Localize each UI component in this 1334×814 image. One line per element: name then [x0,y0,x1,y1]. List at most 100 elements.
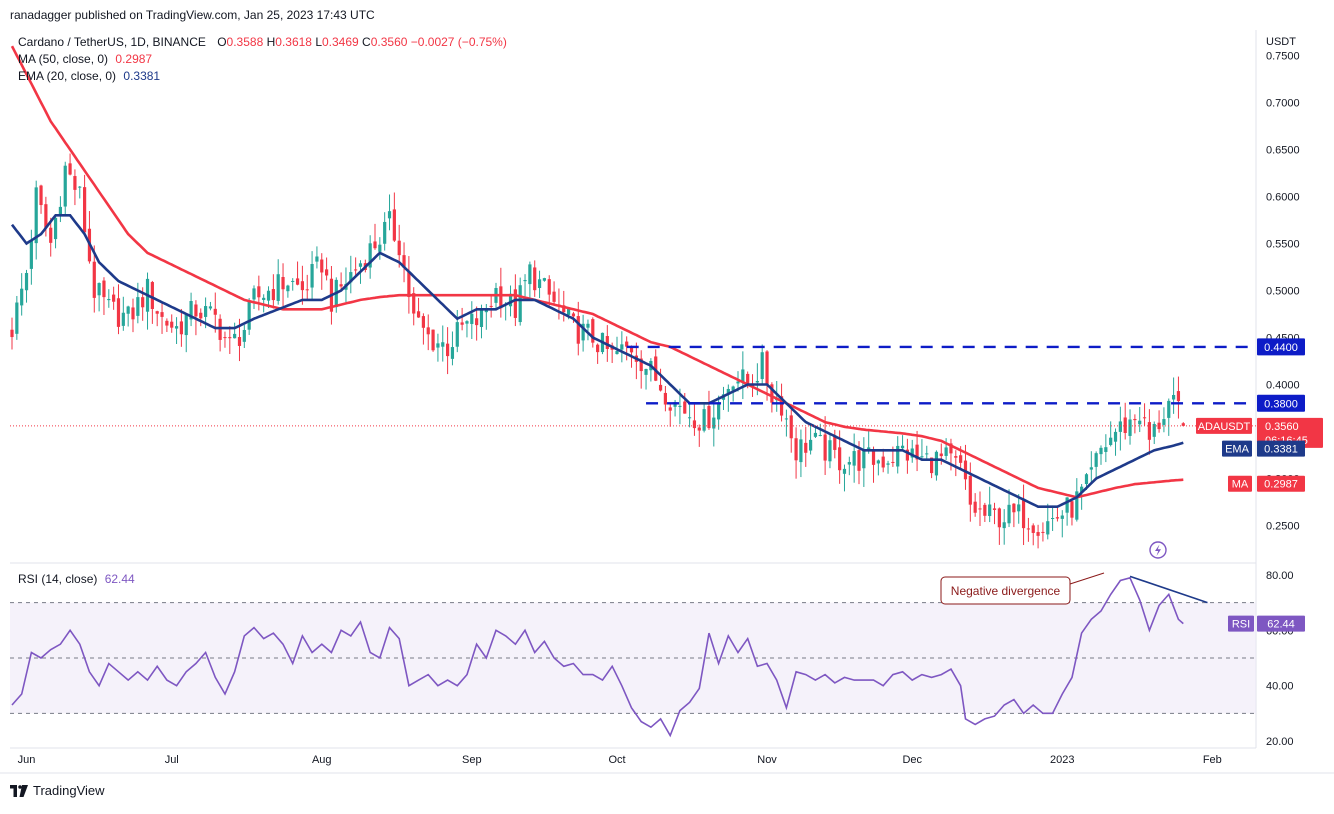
candle [741,351,745,400]
rsi-band-layer [10,602,1256,714]
candle [1147,409,1151,455]
svg-text:0.4400: 0.4400 [1264,342,1298,354]
candle [460,307,464,331]
ma-value-tag[interactable]: 0.2987 [1257,475,1305,492]
svg-text:0.3800: 0.3800 [1264,398,1298,410]
candle [218,314,222,352]
candle [426,314,430,351]
rsi-band [10,602,1256,714]
candle [731,385,735,402]
price-axis-layer: USDT 0.7500 0.7000 0.6500 0.6000 0.5500 0.5000… [1266,36,1300,748]
candle [547,275,551,306]
candle [310,251,314,300]
time-tick-label: Jun [18,754,36,766]
candle [876,459,880,476]
rsi-divergence-trendline [1129,575,1208,604]
candle [392,192,396,243]
candle [944,438,948,460]
candle [649,358,653,382]
candle [1070,500,1074,526]
symbol-name[interactable]: Cardano / TetherUS, 1D, BINANCE [18,35,206,49]
candle [1046,503,1050,540]
candle [533,260,537,297]
rsi-value-tag[interactable]: 62.44 [1257,615,1305,632]
candle [804,426,808,467]
ma-legend[interactable]: MA (50, close, 0) 0.2987 [18,52,152,66]
divergence-pointer [1069,572,1105,585]
candle [620,331,624,363]
negative-divergence-callout[interactable]: Negative divergence [940,572,1105,605]
candle [305,274,309,300]
svg-text:MA: MA [1232,479,1249,491]
ema-name-tag[interactable]: EMA [1222,440,1252,457]
candle [688,404,692,428]
rsi-legend[interactable]: RSI (14, close) 62.44 [18,572,135,586]
svg-text:0.3381: 0.3381 [1264,444,1298,456]
candle [1031,523,1035,546]
candle [131,298,135,333]
tradingview-brand[interactable]: TradingView [10,783,105,798]
candle [29,229,33,285]
svg-text:0.2987: 0.2987 [1264,479,1298,491]
candle [1075,478,1079,522]
candle [1152,421,1156,445]
symbol-tag[interactable]: ADAUSDT [1196,417,1252,434]
candle [213,292,217,333]
candle [412,287,416,326]
candle [1118,406,1122,451]
candle [997,507,1001,545]
candle [1157,410,1161,433]
candle [184,314,188,353]
candle [165,318,169,333]
ema-legend[interactable]: EMA (20, close, 0) 0.3381 [18,69,160,83]
resistance-tag-high[interactable]: 0.4400 [1257,338,1305,356]
candle [784,409,788,437]
ma-name-tag[interactable]: MA [1228,475,1252,492]
candle [523,274,527,299]
candle [92,245,96,313]
candle [499,267,503,318]
open-value: 0.3588 [226,35,264,49]
candle [794,427,798,479]
candle [174,317,179,344]
candle [465,320,469,338]
candle [823,416,827,475]
candle [654,349,658,382]
time-tick-label: Jul [165,754,179,766]
resistance-tag-low[interactable]: 0.3800 [1257,394,1305,412]
candle [1041,522,1045,542]
candle [1021,484,1026,546]
candle [489,295,493,318]
candle [615,336,619,355]
time-tick-label: Aug [312,754,332,766]
candle [760,344,764,386]
divergence-label: Negative divergence [951,584,1061,598]
candle [39,184,43,214]
svg-text:EMA: EMA [1225,444,1250,456]
candle [73,169,77,206]
candle [300,265,304,305]
ema-value-tag[interactable]: 0.3381 [1257,440,1305,457]
candle [416,297,421,318]
rsi-name-tag[interactable]: RSI [1228,615,1254,632]
candle [852,433,856,483]
candle [436,333,440,362]
candle [34,180,38,260]
lightning-icon[interactable] [1149,541,1167,559]
candle [1172,377,1176,414]
ma-50-line [10,45,1184,499]
candle [484,304,488,330]
candle [721,386,726,411]
candle [407,256,411,314]
rsi-tick-label: 20.00 [1266,736,1294,748]
candle [1012,503,1016,528]
price-tick-label: 0.4000 [1266,380,1300,392]
candle [881,448,885,473]
candle [431,329,435,352]
divergence-box [940,576,1071,605]
candle [813,427,818,439]
published-by: ranadagger published on TradingView.com,… [10,8,375,22]
axis-tags-layer: 0.44000.38000.356006:16:45ADAUSDT0.3381E… [1196,338,1323,632]
